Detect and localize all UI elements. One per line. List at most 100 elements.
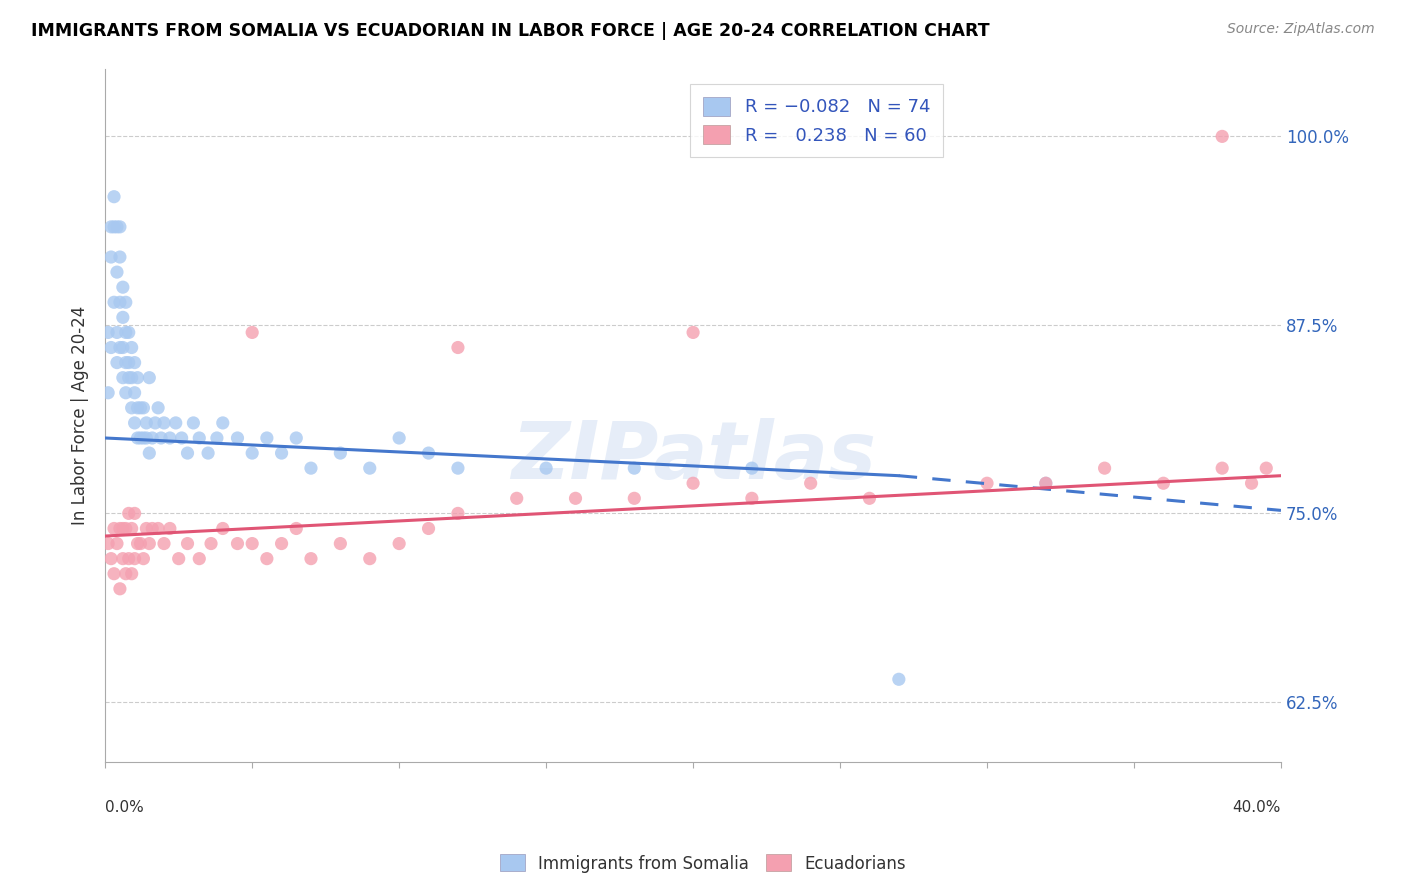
Point (108, 250, 131, 264)
Point (211, 521, 233, 535)
Point (103, 295, 125, 310)
Point (170, 431, 193, 445)
Point (127, 401, 149, 415)
Point (506, 491, 529, 506)
Point (124, 385, 146, 400)
Point (887, 673, 910, 687)
Point (103, 566, 125, 581)
Point (132, 551, 155, 566)
Point (138, 536, 160, 550)
Point (388, 431, 411, 445)
Point (114, 385, 136, 400)
Point (534, 461, 557, 475)
Point (111, 310, 134, 325)
Point (240, 326, 263, 340)
Point (129, 431, 152, 445)
Point (159, 431, 181, 445)
Point (118, 355, 141, 369)
Point (299, 551, 322, 566)
Point (418, 521, 440, 535)
Point (211, 416, 233, 430)
Point (741, 491, 763, 506)
Point (124, 507, 146, 521)
Point (138, 446, 160, 460)
Point (165, 416, 187, 430)
Point (682, 476, 704, 491)
Point (329, 536, 352, 550)
Point (138, 370, 160, 384)
Point (1094, 461, 1116, 475)
Point (97, 326, 120, 340)
Point (127, 370, 149, 384)
Point (188, 431, 211, 445)
Point (111, 280, 134, 294)
Point (143, 416, 166, 430)
Point (124, 355, 146, 369)
Point (111, 370, 134, 384)
Point (197, 446, 219, 460)
Point (976, 476, 998, 491)
Legend: R = −0.082   N = 74, R =   0.238   N = 60: R = −0.082 N = 74, R = 0.238 N = 60 (690, 85, 942, 158)
Point (200, 536, 222, 550)
Point (183, 416, 205, 430)
Point (135, 431, 157, 445)
Point (447, 507, 470, 521)
Point (270, 536, 292, 550)
Point (176, 446, 198, 460)
Point (114, 355, 136, 369)
Point (121, 566, 143, 581)
Point (108, 521, 131, 535)
Point (118, 370, 141, 384)
Point (100, 551, 122, 566)
Point (418, 446, 440, 460)
Point (256, 551, 278, 566)
Point (100, 250, 122, 264)
Point (103, 190, 125, 204)
Point (97, 385, 120, 400)
Point (100, 219, 122, 234)
Point (447, 461, 470, 475)
Point (176, 536, 198, 550)
Point (127, 536, 149, 550)
Point (167, 551, 190, 566)
Point (858, 491, 880, 506)
Point (447, 341, 470, 355)
Text: IMMIGRANTS FROM SOMALIA VS ECUADORIAN IN LABOR FORCE | AGE 20-24 CORRELATION CHA: IMMIGRANTS FROM SOMALIA VS ECUADORIAN IN… (31, 22, 990, 40)
Point (121, 341, 143, 355)
Point (1035, 476, 1057, 491)
Point (105, 355, 128, 369)
Point (153, 416, 176, 430)
Point (388, 536, 411, 550)
Point (121, 401, 143, 415)
Point (114, 566, 136, 581)
Point (100, 341, 122, 355)
Point (150, 431, 173, 445)
Point (1211, 129, 1233, 144)
Point (682, 326, 704, 340)
Point (105, 219, 128, 234)
Point (108, 341, 131, 355)
Point (240, 446, 263, 460)
Point (285, 431, 308, 445)
Point (1240, 476, 1263, 491)
Point (135, 521, 157, 535)
Point (141, 431, 163, 445)
Point (623, 491, 645, 506)
Point (114, 295, 136, 310)
Text: ZIPatlas: ZIPatlas (510, 418, 876, 496)
Point (105, 326, 128, 340)
Legend: Immigrants from Somalia, Ecuadorians: Immigrants from Somalia, Ecuadorians (494, 847, 912, 880)
Point (111, 341, 134, 355)
Point (127, 431, 149, 445)
Point (800, 476, 823, 491)
Point (285, 521, 308, 535)
Point (299, 461, 322, 475)
Point (118, 551, 141, 566)
Point (240, 536, 263, 550)
Point (159, 521, 181, 535)
Point (105, 536, 128, 550)
Point (129, 536, 152, 550)
Point (226, 536, 249, 550)
Point (118, 507, 141, 521)
Point (205, 431, 228, 445)
